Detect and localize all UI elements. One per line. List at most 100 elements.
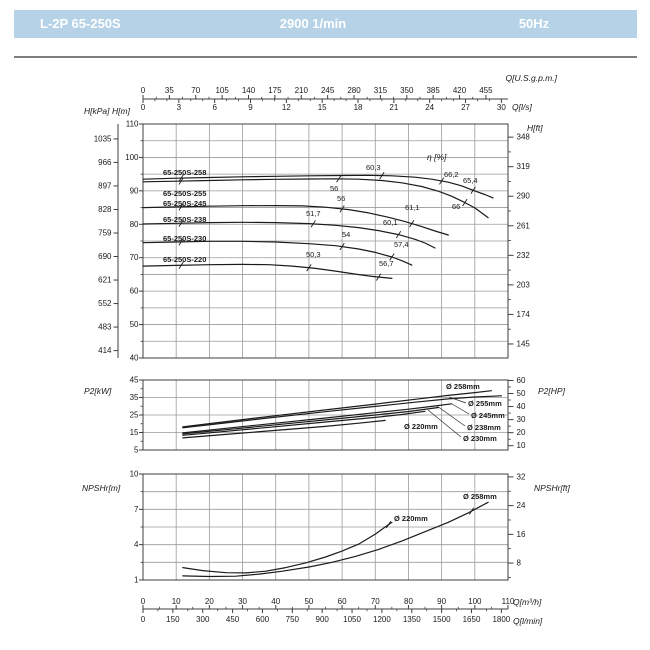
- unit-label-m: H[m]: [112, 106, 131, 116]
- curve-tick-mark: [379, 171, 385, 180]
- unit-label-hp: P2[HP]: [538, 386, 566, 396]
- diameter-label: Ø 258mm: [446, 382, 480, 391]
- curve-name-label: 65-250S-258: [163, 168, 206, 177]
- y-axis-tick-label: 40: [130, 354, 139, 363]
- bottom-q-axis: 0 10 20 30 40 50 60 70 80 90 100 110 0 150 300 450 600 75…: [141, 597, 543, 626]
- x-axis-tick-label: 0: [141, 597, 146, 606]
- kpa-tick-label: 552: [98, 299, 112, 308]
- diameter-label: Ø 245mm: [471, 411, 505, 420]
- head-chart: 4050607080901001101035966897828759690621…: [84, 106, 543, 363]
- hp-tick-label: 10: [517, 441, 526, 450]
- x-axis-tick-label: 455: [479, 86, 493, 95]
- y-axis-tick-label: 70: [130, 253, 139, 262]
- kpa-tick-label: 621: [98, 276, 112, 285]
- x-axis-tick-label: 60: [338, 597, 347, 606]
- pump-curve-65-250S-255: [142, 178, 489, 219]
- x-axis-tick-label: 1200: [373, 615, 391, 624]
- curve-tick-mark: [376, 273, 382, 281]
- y-axis-tick-label: 7: [134, 505, 139, 514]
- curve-tick-mark: [439, 177, 445, 185]
- ft-tick-label: 348: [517, 133, 531, 142]
- x-axis-tick-label: 21: [389, 103, 398, 112]
- efficiency-value: 57,4: [394, 240, 409, 249]
- x-axis-tick-label: 150: [166, 615, 180, 624]
- diameter-label: Ø 220mm: [394, 514, 428, 523]
- x-axis-tick-label: 900: [316, 615, 330, 624]
- ft-tick-label: 24: [517, 501, 526, 510]
- x-axis-tick-label: 40: [271, 597, 280, 606]
- x-axis-tick-label: 20: [205, 597, 214, 606]
- x-axis-tick-label: 30: [497, 103, 506, 112]
- curve-tick-mark: [395, 231, 402, 239]
- ft-tick-label: 174: [517, 310, 531, 319]
- x-axis-tick-label: 18: [354, 103, 363, 112]
- curve-tick-mark: [178, 219, 184, 227]
- efficiency-value: 65,4: [463, 176, 478, 185]
- x-axis-tick-label: 315: [374, 86, 388, 95]
- x-axis-tick-label: 210: [295, 86, 309, 95]
- x-axis-tick-label: 15: [318, 103, 327, 112]
- x-axis-tick-label: 27: [461, 103, 470, 112]
- diameter-label: Ø 220mm: [404, 422, 438, 431]
- curve-tick-mark: [339, 242, 345, 251]
- hp-tick-label: 30: [517, 415, 526, 424]
- y-axis-tick-label: 110: [126, 120, 139, 129]
- y-axis-tick-label: 25: [130, 411, 139, 420]
- diameter-label: Ø 230mm: [463, 434, 497, 443]
- p2-chart: 45 35 25 15 5 60 50 40 30 20 10 Ø 258mm Ø 255mm Ø 245…: [84, 376, 566, 455]
- y-axis-tick-label: 90: [130, 186, 139, 195]
- ft-tick-label: 145: [517, 339, 531, 348]
- x-axis-tick-label: 50: [304, 597, 313, 606]
- npsh-curve-Ø220mm: [182, 521, 393, 574]
- leader-line: [436, 405, 466, 427]
- x-axis-tick-label: 80: [404, 597, 413, 606]
- y-axis-tick-label: 80: [130, 220, 139, 229]
- ft-tick-label: 232: [517, 251, 531, 260]
- y-axis-tick-label: 45: [130, 376, 139, 385]
- pump-speed: 2900 1/min: [279, 16, 347, 31]
- curve-name-label: 65-250S-220: [163, 255, 206, 264]
- leader-line: [427, 409, 462, 438]
- efficiency-axis-label: η [%]: [427, 152, 447, 162]
- diameter-label: Ø 258mm: [463, 492, 497, 501]
- unit-label-ls: Q[l/s]: [512, 102, 532, 112]
- x-axis-tick-label: 600: [256, 615, 270, 624]
- pump-frequency: 50Hz: [518, 16, 550, 31]
- pump-curve-65-250S-238: [142, 221, 436, 249]
- ft-tick-label: 8: [517, 559, 522, 568]
- ft-tick-label: 261: [517, 221, 531, 230]
- power-curve-Ø230mm: [182, 410, 426, 436]
- x-axis-tick-label: 10: [172, 597, 181, 606]
- leader-line: [448, 396, 467, 404]
- curve-name-label: 65-250S-255: [163, 189, 206, 198]
- kpa-tick-label: 414: [98, 346, 112, 355]
- curve-name-label: 65-250S-245: [163, 199, 206, 208]
- efficiency-value: 56: [337, 194, 345, 203]
- efficiency-value: 51,7: [306, 209, 321, 218]
- unit-label-kpa: H[kPa]: [84, 106, 110, 116]
- y-axis-tick-label: 15: [130, 428, 139, 437]
- curve-tick-mark: [470, 186, 476, 194]
- x-axis-tick-label: 105: [215, 86, 229, 95]
- ft-tick-label: 290: [517, 192, 531, 201]
- efficiency-value: 60,3: [366, 163, 381, 172]
- x-axis-tick-label: 280: [347, 86, 361, 95]
- x-axis-tick-label: 420: [453, 86, 467, 95]
- curve-tick-mark: [178, 203, 184, 211]
- diameter-label: Ø 238mm: [467, 423, 501, 432]
- x-axis-tick-label: 385: [426, 86, 440, 95]
- power-curve-Ø245mm: [182, 403, 453, 434]
- divider-rule: [14, 56, 637, 58]
- curve-tick-mark: [306, 264, 312, 272]
- x-axis-tick-label: 175: [268, 86, 282, 95]
- unit-label-gpm: Q[U.S.g.p.m.]: [506, 73, 558, 83]
- pump-model: L-2P 65-250S: [40, 16, 121, 31]
- curve-tick-mark: [389, 253, 395, 261]
- y-axis-tick-label: 50: [130, 320, 139, 329]
- x-axis-tick-label: 0: [141, 86, 146, 95]
- x-axis-tick-label: 6: [212, 103, 217, 112]
- kpa-tick-label: 897: [98, 181, 112, 190]
- y-axis-tick-label: 100: [125, 153, 139, 162]
